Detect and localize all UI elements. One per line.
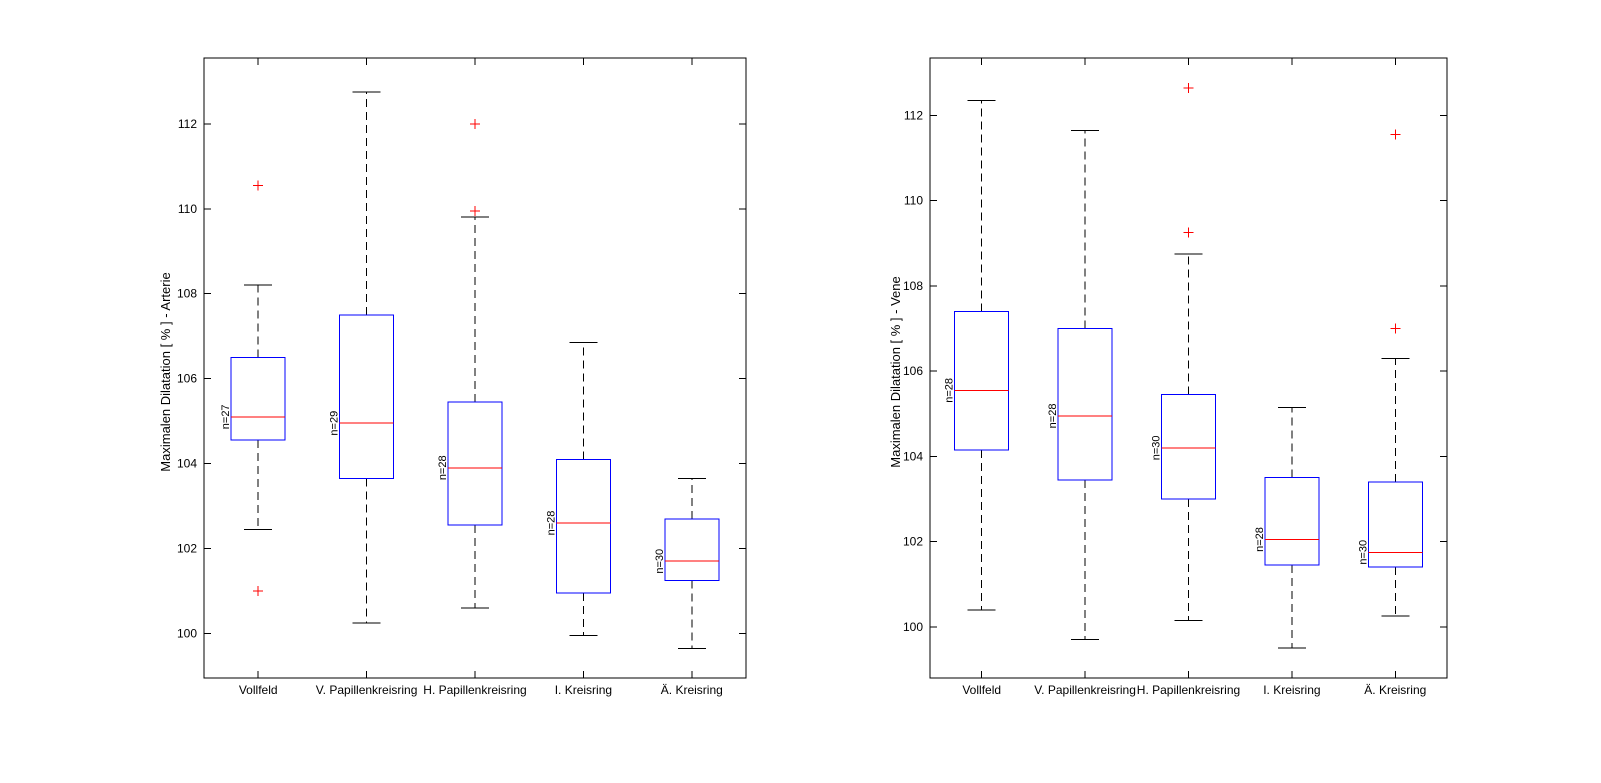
category-label: Ä. Kreisring [661,683,723,697]
sample-size-label: n=28 [1254,527,1266,552]
sample-size-label: n=28 [437,455,449,480]
box-rect [954,311,1010,451]
y-tick-label: 106 [903,364,923,378]
arterie-boxplot: 100 102 104 106 108 110 112 Vollfeld V. Papillen… [177,57,747,697]
category-label: I. Kreisring [1263,683,1320,697]
category-label: V. Papillenkreisring [1034,683,1136,697]
outlier-marker [1183,227,1194,238]
category-label: I. Kreisring [555,683,612,697]
y-tick-label: 110 [904,194,923,208]
box-rect [339,314,395,479]
sample-size-label: n=28 [545,511,557,536]
y-axis-label-vene: Maximalen Dilatation [ % ] - Vene [888,276,903,467]
sample-size-label: n=30 [654,549,666,574]
category-label: Vollfeld [239,683,278,697]
outlier-marker [470,205,480,216]
y-tick-label: 112 [178,117,197,131]
y-tick-label: 100 [903,620,923,634]
y-tick-label: 108 [903,279,923,293]
box-rect [1264,477,1320,566]
outlier-marker [1390,323,1401,334]
y-tick-label: 102 [903,535,923,549]
outlier-marker [253,180,264,191]
sample-size-label: n=28 [944,378,956,403]
y-tick-label: 102 [177,541,197,555]
y-tick-label: 100 [177,626,197,640]
category-label: V. Papillenkreisring [316,683,418,697]
box-rect [1161,394,1216,500]
outlier-marker [253,585,264,596]
category-label: Vollfeld [962,683,1001,697]
outlier-marker [1183,82,1194,93]
sample-size-label: n=28 [1047,404,1059,429]
y-tick-label: 112 [904,109,923,123]
y-tick-label: 106 [177,372,197,386]
y-tick-label: 110 [178,202,197,216]
vene-boxplot: 100 102 104 106 108 110 112 Vollfeld V. Papillen… [903,57,1448,697]
y-axis-label-arterie: Maximalen Dilatation [ % ] - Arterie [158,272,173,471]
box-rect [664,518,720,581]
sample-size-label: n=29 [329,411,341,436]
sample-size-label: n=30 [1151,436,1163,461]
y-tick-label: 104 [903,449,923,463]
box-rect [1367,481,1423,568]
outlier-marker [1390,129,1401,140]
box-rect [447,401,503,526]
sample-size-label: n=30 [1357,540,1369,565]
box-rect [1057,328,1113,481]
category-label: H. Papillenkreisring [423,683,526,697]
category-label: H. Papillenkreisring [1137,683,1240,697]
outlier-marker [470,118,480,129]
box-rect [230,356,286,441]
category-label: Ä. Kreisring [1364,683,1426,697]
y-tick-label: 108 [177,287,197,301]
box-rect [555,458,611,594]
y-tick-label: 104 [177,457,197,471]
sample-size-label: n=27 [220,404,232,429]
